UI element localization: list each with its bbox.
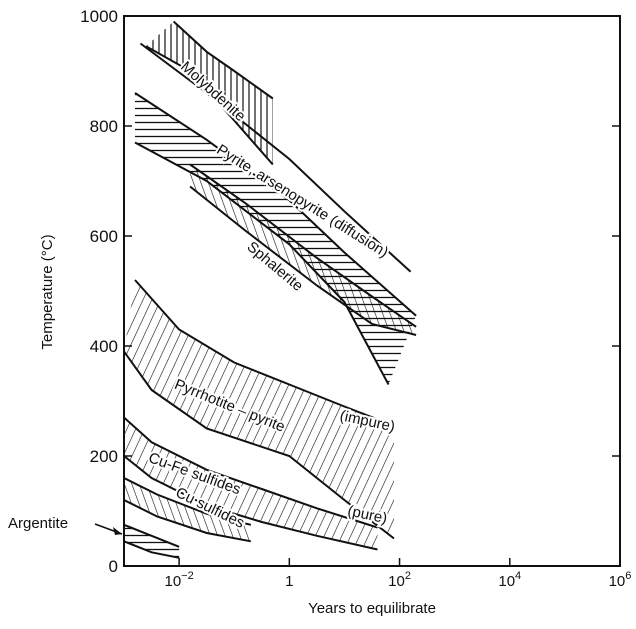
band-upper-line-7 [123,523,180,548]
argentite-arrowhead [113,527,122,535]
band-lower-line-4 [123,350,395,540]
y-ticks: 0 200 400 600 800 1000 [80,7,620,576]
band-lower-line-0 [145,45,274,166]
band-lower-line-7 [123,540,180,559]
band-upper-line-4 [134,279,395,427]
y-tick-label-5: 1000 [80,7,118,26]
band-upper-line-6 [123,477,252,526]
band-area-0 [146,21,273,165]
x-tick-label-2: 102 [388,570,411,590]
x-tick-label-1: 1 [285,573,293,590]
band-upper-line-3 [189,163,417,328]
band-upper-line-2 [134,92,417,317]
y-tick-label-3: 600 [90,227,118,246]
band-label-7: Argentite [8,515,68,532]
y-tick-label-2: 400 [90,337,118,356]
band-area-4 [124,280,394,539]
bands-layer [123,20,417,559]
band-lower-line-3 [189,185,417,336]
band-lower-line-6 [123,499,251,543]
y-axis-title: Temperature (°C) [39,234,56,349]
x-tick-label-4: 106 [609,570,632,590]
band-upper-line-1 [139,42,412,273]
x-ticks: 10−2 1 102 104 106 [164,558,631,590]
band-area-3 [190,164,417,335]
y-tick-label-1: 200 [90,447,118,466]
y-tick-label-0: 0 [109,557,118,576]
x-axis-title: Years to equilibrate [308,600,436,617]
band-area-2 [135,93,417,385]
band-area-7 [124,524,180,558]
band-upper-line-5 [123,416,378,529]
plot-frame [123,15,621,567]
band-lower-line-5 [123,455,378,551]
x-tick-label-0: 10−2 [164,570,193,590]
band-upper-line-0 [172,20,274,100]
x-tick-label-3: 104 [498,570,521,590]
band-area-5 [124,417,378,550]
y-tick-label-4: 800 [90,117,118,136]
